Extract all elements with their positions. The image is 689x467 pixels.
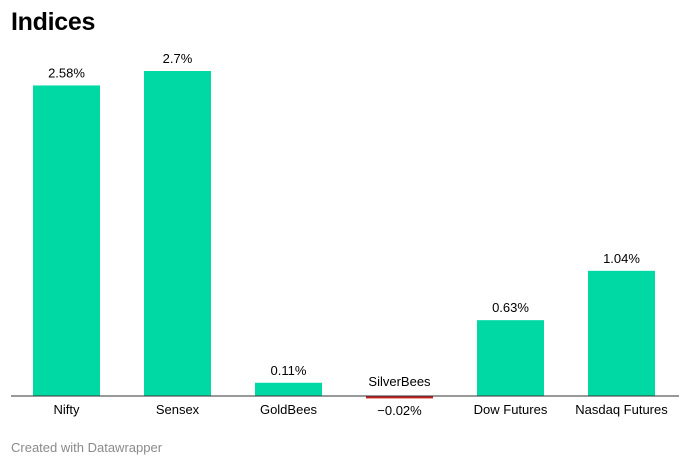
category-label: Dow Futures: [474, 402, 548, 417]
value-label: 0.63%: [492, 300, 529, 315]
attribution-footer: Created with Datawrapper: [11, 440, 163, 455]
value-label: 2.58%: [48, 65, 85, 80]
value-label: 1.04%: [603, 251, 640, 266]
labels-group: 2.58% Nifty 2.7% Sensex 0.11% GoldBees SilverB…: [48, 51, 668, 418]
page-title: Indices: [11, 8, 96, 36]
category-label: GoldBees: [260, 402, 318, 417]
bar-dow-futures: [477, 320, 544, 396]
category-label: Nifty: [54, 402, 81, 417]
bar-nasdaq-futures: [588, 270, 655, 396]
value-label: −0.02%: [377, 403, 422, 418]
bar-sensex: [144, 71, 211, 396]
bar-silverbees: [366, 396, 433, 399]
bar-goldbees: [255, 382, 322, 396]
category-label: SilverBees: [368, 374, 431, 389]
category-label: Sensex: [156, 402, 200, 417]
bar-nifty: [33, 85, 100, 396]
bars-group: [33, 71, 655, 399]
value-label: 2.7%: [163, 51, 193, 66]
category-label: Nasdaq Futures: [575, 402, 668, 417]
value-label: 0.11%: [271, 363, 307, 378]
